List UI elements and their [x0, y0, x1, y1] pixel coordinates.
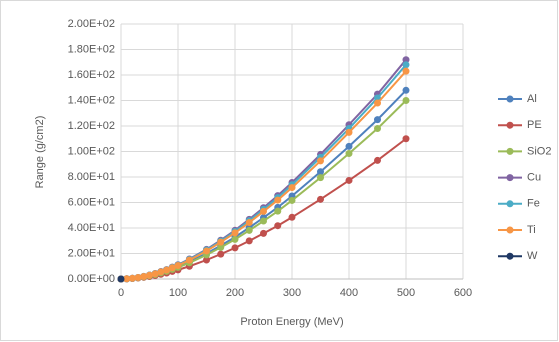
data-point	[274, 222, 282, 230]
legend-marker	[506, 121, 514, 129]
data-point	[203, 247, 210, 255]
data-point	[185, 256, 193, 264]
data-point	[274, 196, 282, 204]
legend-marker	[506, 226, 514, 234]
y-tick-label: 4.00E+01	[68, 222, 115, 234]
legend-label: SiO2	[527, 145, 551, 157]
data-point	[288, 213, 296, 221]
data-point	[374, 125, 381, 133]
x-tick-label: 600	[454, 287, 472, 299]
legend-label: Al	[527, 93, 537, 105]
data-point	[402, 86, 410, 94]
data-point	[288, 196, 296, 204]
y-tick-label: 2.00E+01	[68, 247, 115, 259]
y-tick-label: 8.00E+01	[68, 171, 115, 183]
y-tick-label: 0.00E+00	[68, 273, 115, 285]
data-point	[317, 195, 324, 203]
data-point	[168, 264, 176, 272]
data-point	[217, 250, 225, 258]
legend-marker	[506, 252, 514, 260]
data-point	[317, 157, 324, 165]
data-point	[402, 61, 410, 69]
data-point	[260, 229, 267, 237]
x-tick-label: 100	[169, 287, 187, 299]
data-point	[402, 67, 410, 75]
data-point	[374, 99, 381, 107]
data-point	[157, 268, 165, 276]
data-point	[345, 176, 353, 184]
data-point	[402, 97, 410, 104]
data-point	[140, 273, 148, 281]
legend-label: Cu	[527, 172, 541, 184]
legend-marker	[506, 174, 514, 182]
data-point	[163, 266, 171, 274]
legend-label: Fe	[527, 198, 540, 210]
y-tick-label: 1.40E+02	[68, 94, 115, 106]
data-point	[146, 271, 153, 279]
data-point	[260, 217, 267, 225]
x-tick-label: 0	[118, 287, 124, 299]
data-point	[245, 237, 253, 245]
data-point	[128, 274, 136, 282]
y-tick-label: 2.00E+02	[68, 18, 115, 30]
legend-marker	[506, 200, 514, 208]
y-tick-label: 1.60E+02	[68, 69, 115, 81]
legend-label: W	[527, 250, 538, 262]
data-point	[374, 116, 381, 124]
legend-label: Ti	[527, 224, 536, 236]
y-tick-label: 1.20E+02	[68, 120, 115, 132]
data-point	[231, 229, 239, 237]
data-point	[231, 244, 239, 252]
data-point	[402, 135, 410, 143]
data-point	[345, 128, 353, 136]
data-point	[245, 219, 253, 227]
data-point	[345, 150, 353, 158]
data-point	[374, 156, 381, 164]
x-tick-label: 200	[226, 287, 244, 299]
data-point	[134, 274, 142, 282]
legend-label: PE	[527, 119, 542, 131]
y-axis-title: Range (g/cm2)	[34, 116, 46, 189]
data-point	[203, 256, 210, 264]
x-tick-label: 400	[340, 287, 358, 299]
data-point	[317, 168, 324, 176]
data-point	[317, 174, 324, 182]
y-tick-label: 1.80E+02	[68, 43, 115, 55]
data-point	[274, 207, 282, 215]
x-axis-title: Proton Energy (MeV)	[240, 316, 343, 328]
data-point	[123, 275, 131, 283]
data-point	[117, 275, 125, 283]
data-point	[174, 261, 182, 269]
data-point	[345, 142, 353, 150]
data-point	[231, 235, 239, 243]
x-tick-label: 500	[397, 287, 415, 299]
data-point	[402, 56, 410, 64]
y-tick-label: 6.00E+01	[68, 196, 115, 208]
data-point	[260, 207, 267, 215]
data-point	[217, 243, 225, 251]
data-point	[245, 226, 253, 234]
x-tick-label: 300	[283, 287, 301, 299]
data-point	[217, 238, 225, 246]
y-tick-label: 1.00E+02	[68, 145, 115, 157]
data-point	[288, 184, 296, 192]
legend-marker	[506, 147, 514, 155]
data-point	[151, 270, 159, 278]
legend-marker	[506, 95, 514, 103]
